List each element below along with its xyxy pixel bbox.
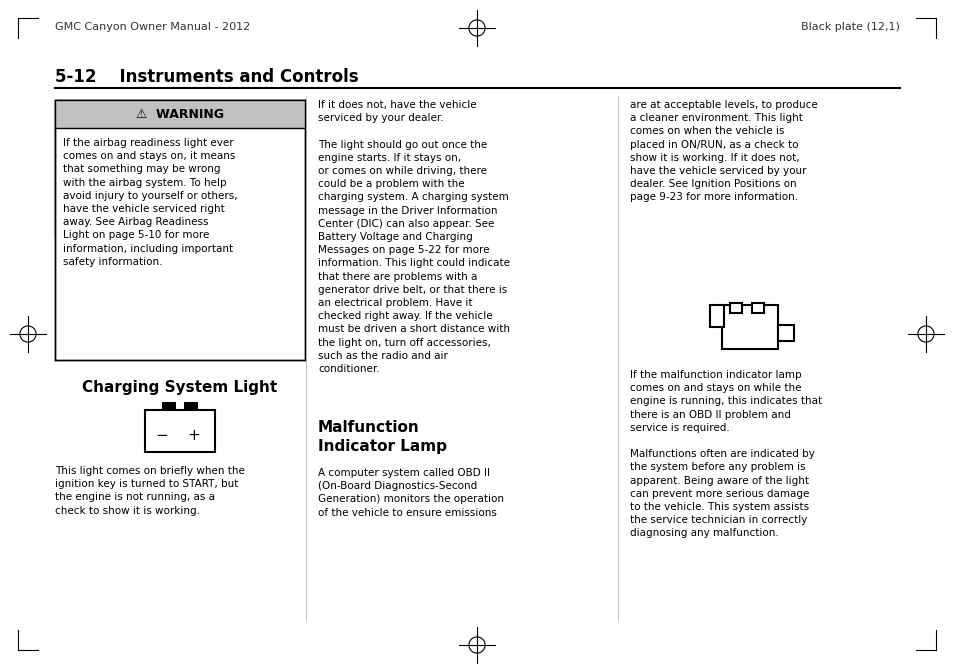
Text: ⚠  WARNING: ⚠ WARNING: [136, 108, 224, 120]
Bar: [709, 305, 723, 327]
Bar: [778, 325, 793, 341]
Bar: [184, 402, 198, 410]
Bar: [721, 305, 778, 349]
Text: If the airbag readiness light ever
comes on and stays on, it means
that somethin: If the airbag readiness light ever comes…: [63, 138, 237, 267]
Text: are at acceptable levels, to produce
a cleaner environment. This light
comes on : are at acceptable levels, to produce a c…: [629, 100, 817, 202]
Bar: [162, 402, 175, 410]
Text: This light comes on briefly when the
ignition key is turned to START, but
the en: This light comes on briefly when the ign…: [55, 466, 245, 516]
Text: A computer system called OBD II
(On-Board Diagnostics-Second
Generation) monitor: A computer system called OBD II (On-Boar…: [317, 468, 503, 518]
Text: Charging System Light: Charging System Light: [82, 380, 277, 395]
Bar: [751, 303, 763, 313]
Bar: [145, 410, 214, 452]
Text: GMC Canyon Owner Manual - 2012: GMC Canyon Owner Manual - 2012: [55, 22, 250, 32]
Text: +: +: [188, 428, 200, 442]
Text: Malfunction
Indicator Lamp: Malfunction Indicator Lamp: [317, 420, 447, 454]
Bar: [55, 100, 305, 128]
Text: −: −: [155, 428, 168, 442]
Bar: [55, 100, 305, 128]
Text: 5-12    Instruments and Controls: 5-12 Instruments and Controls: [55, 68, 358, 86]
Bar: [55, 100, 305, 360]
Text: Black plate (12,1): Black plate (12,1): [801, 22, 899, 32]
Text: If it does not, have the vehicle
serviced by your dealer.

The light should go o: If it does not, have the vehicle service…: [317, 100, 510, 374]
Bar: [729, 303, 741, 313]
Text: If the malfunction indicator lamp
comes on and stays on while the
engine is runn: If the malfunction indicator lamp comes …: [629, 370, 821, 538]
Bar: [55, 100, 305, 238]
